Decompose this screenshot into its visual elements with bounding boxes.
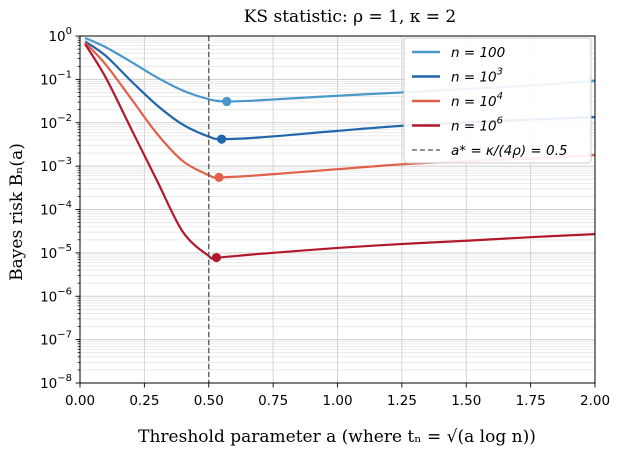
minimum-marker-2 [214, 172, 224, 182]
x-tick-label: 2.00 [580, 393, 610, 409]
x-axis-label: Threshold parameter a (where tₙ = √(a lo… [138, 427, 536, 447]
series-line-3 [84, 43, 596, 260]
x-tick-label: 0.50 [194, 393, 224, 409]
x-tick-label: 0.00 [65, 393, 95, 409]
legend-label-3: n = 106 [451, 116, 503, 135]
y-tick-label: 100 [48, 26, 72, 45]
y-axis-label: Bayes risk Bₙ(a) [7, 143, 27, 281]
minimum-marker-0 [222, 96, 232, 107]
y-tick-label: 10−6 [40, 286, 72, 305]
x-tick-label: 1.00 [322, 393, 352, 409]
y-tick-label: 10−4 [40, 200, 72, 219]
chart-title: KS statistic: ρ = 1, κ = 2 [244, 7, 457, 27]
minimum-marker-1 [217, 134, 227, 144]
markers-layer [211, 96, 232, 263]
y-tick-label: 10−7 [40, 330, 72, 349]
y-tick-label: 10−1 [40, 69, 72, 88]
minimum-marker-3 [211, 252, 222, 263]
legend-items: n = 100 n = 103 n = 104 n = 106 a* = κ/(4ρ) … [412, 45, 567, 159]
y-tick-label: 10−2 [40, 113, 72, 132]
x-tick-label: 1.50 [451, 393, 481, 409]
ticks-layer [75, 35, 596, 388]
legend-label-2: n = 104 [451, 91, 503, 110]
x-tick-label: 1.25 [387, 393, 417, 409]
y-tick-label: 10−8 [40, 373, 72, 392]
legend-label-vline: a* = κ/(4ρ) = 0.5 [451, 143, 567, 159]
y-tick-label: 10−5 [40, 243, 72, 262]
x-tick-label: 0.75 [258, 393, 288, 409]
legend-box [403, 37, 592, 164]
x-tick-labels: 0.00 0.25 0.50 0.75 1.00 1.25 1.50 1.75 2.00 [65, 393, 610, 409]
x-tick-label: 0.25 [129, 393, 159, 409]
y-tick-labels: 100 10−1 10−2 10−3 10−4 10−5 10−6 10−7 10−8 [40, 26, 72, 392]
legend-label-1: n = 103 [451, 67, 503, 86]
x-tick-label: 1.75 [516, 393, 546, 409]
legend-label-0: n = 100 [451, 45, 505, 61]
legend: n = 100 n = 103 n = 104 n = 106 a* = κ/(4ρ) … [403, 37, 592, 164]
y-tick-label: 10−3 [40, 156, 72, 175]
